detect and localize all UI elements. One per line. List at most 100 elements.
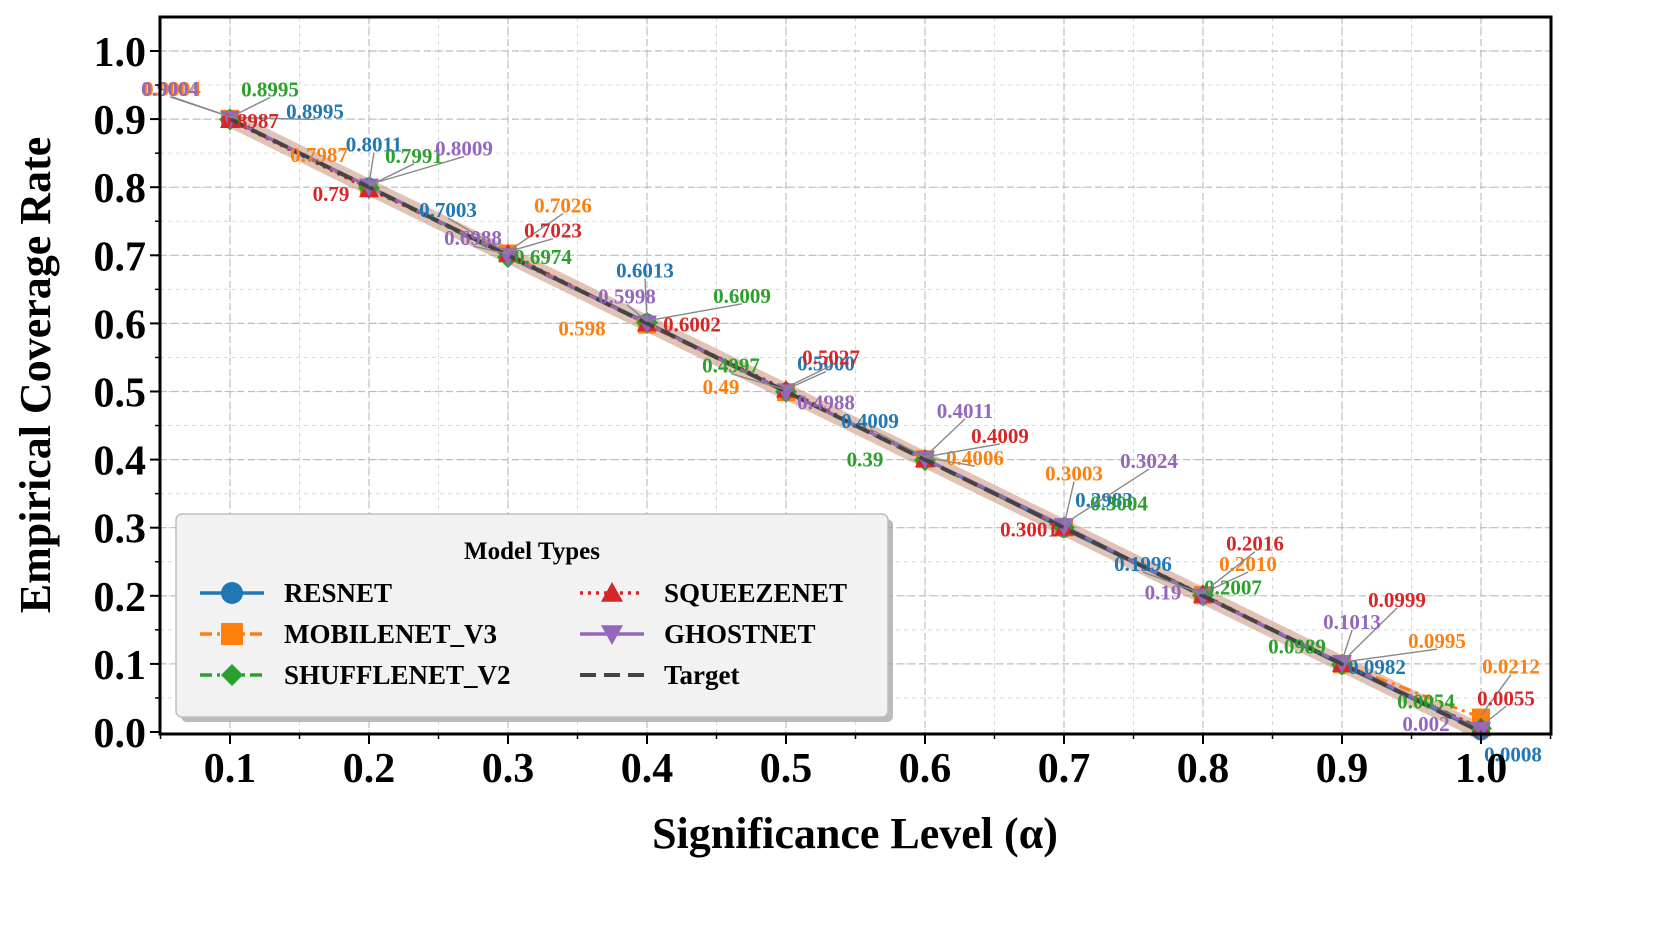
annotation-ghostnet: 0.19 (1145, 580, 1182, 604)
annotation-squeezenet: 0.3001 (1000, 518, 1058, 542)
legend-label-mobilenet-v3: MOBILENET_V3 (284, 619, 497, 649)
annotation-arrow (368, 155, 465, 186)
annotation-ghostnet: 0.5998 (598, 285, 656, 309)
annotation-resnet: 0.2983 (1075, 488, 1133, 512)
legend-label-squeezenet: SQUEEZENET (664, 578, 847, 608)
annotation-arrow (644, 278, 648, 321)
annotation-squeezenet: 0.2016 (1226, 532, 1284, 556)
annotation-arrow (869, 428, 926, 458)
legend-marker-squeezenet (601, 582, 623, 602)
annotation-squeezenet: 0.8987 (221, 109, 279, 133)
annotation-arrow (1341, 629, 1353, 662)
y-tick-label: 0.8 (94, 166, 147, 212)
legend-marker-resnet (221, 582, 243, 604)
y-tick-label: 0.4 (94, 439, 147, 485)
marker-ghostnet (1054, 518, 1074, 537)
annotation-arrow (924, 456, 976, 467)
annotation-shufflenet-v2: 0.4997 (702, 354, 760, 378)
x-tick-label: 0.2 (343, 746, 396, 792)
legend-marker-ghostnet (601, 625, 623, 645)
annotation-resnet: 0.6013 (616, 259, 674, 283)
annotation-resnet: 0.8995 (286, 99, 344, 123)
annotation-mobilenet-v3: 0.0995 (1408, 629, 1466, 653)
annotation-resnet: 0.4009 (841, 409, 899, 433)
legend-label-ghostnet: GHOSTNET (664, 619, 816, 649)
x-tick-label: 0.7 (1038, 746, 1091, 792)
annotation-mobilenet-v3: 0.9004 (143, 77, 201, 101)
annotation-arrow (1202, 571, 1249, 594)
annotation-resnet: 0.0982 (1348, 655, 1406, 679)
series-line-target (229, 117, 1482, 734)
legend-box (175, 513, 889, 718)
x-tick-label: 0.9 (1316, 746, 1369, 792)
annotation-shufflenet-v2: 0.2007 (1204, 575, 1262, 599)
annotation-resnet: 0.1996 (1114, 552, 1172, 576)
x-tick-label: 0.5 (760, 746, 813, 792)
annotation-arrow (1063, 481, 1075, 526)
annotation-arrow (169, 96, 231, 118)
annotation-squeezenet: 0.0055 (1477, 686, 1535, 710)
annotation-shufflenet-v2: 0.6009 (713, 284, 771, 308)
annotation-squeezenet: 0.5027 (802, 346, 860, 370)
annotation-arrow (1142, 571, 1204, 595)
y-tick-label: 0.7 (94, 234, 147, 280)
annotation-ghostnet: 0.4988 (797, 390, 855, 414)
x-tick-label: 0.8 (1177, 746, 1230, 792)
annotation-arrow (229, 96, 271, 119)
x-tick-label: 0.3 (482, 746, 535, 792)
annotation-ghostnet: 0.4011 (937, 399, 994, 423)
x-tick-label: 0.1 (204, 746, 257, 792)
annotation-arrow (368, 152, 375, 185)
y-tick-label: 0.2 (94, 575, 147, 621)
annotation-ghostnet: 0.1013 (1323, 610, 1381, 634)
annotation-arrow (1202, 551, 1256, 594)
x-tick-label: 0.4 (621, 746, 674, 792)
legend-marker-shufflenet-v2 (221, 664, 243, 686)
annotation-resnet: 0.0008 (1484, 742, 1542, 766)
annotation-arrow (785, 370, 827, 391)
y-tick-label: 0.1 (94, 643, 147, 689)
x-tick-label: 0.6 (899, 746, 952, 792)
annotation-mobilenet-v3: 0.4006 (946, 446, 1004, 470)
annotation-shufflenet-v2: 0.6974 (514, 245, 572, 269)
annotation-mobilenet-v3: 0.0212 (1482, 655, 1540, 679)
value-annotations: 0.89950.80110.70030.60130.50000.40090.29… (141, 77, 1542, 767)
axis-ticks: 0.1 0.2 0.3 0.4 0.5 0.6 0.7 0.8 0.9 1.00.00.10.20… (94, 30, 1552, 792)
annotation-ghostnet: 0.8009 (435, 137, 493, 161)
x-axis-title: Significance Level (α) (652, 809, 1058, 858)
annotation-arrow (646, 303, 743, 322)
annotation-arrow (1341, 648, 1438, 663)
annotation-resnet: 0.5000 (797, 352, 855, 376)
annotation-arrow (1480, 674, 1512, 716)
legend-label-shufflenet-v2: SHUFFLENET_V2 (284, 660, 511, 690)
annotation-arrow (1480, 705, 1507, 727)
annotation-resnet: 0.7003 (419, 198, 477, 222)
legend-label-target: Target (664, 660, 740, 690)
annotation-shufflenet-v2: 0.7991 (385, 144, 443, 168)
annotation-squeezenet: 0.6002 (663, 312, 721, 336)
annotation-arrow (229, 116, 316, 121)
annotation-squeezenet: 0.7023 (524, 219, 582, 243)
annotation-shufflenet-v2: 0.0989 (1268, 635, 1326, 659)
annotation-mobilenet-v3: 0.3003 (1045, 461, 1103, 485)
annotation-mobilenet-v3: 0.7026 (534, 194, 592, 218)
y-tick-label: 1.0 (94, 30, 147, 76)
annotation-squeezenet: 0.0999 (1368, 588, 1426, 612)
legend-title: Model Types (464, 538, 600, 565)
y-axis-title: Empirical Coverage Rate (11, 137, 60, 614)
annotation-arrow (1341, 607, 1398, 663)
y-tick-label: 0.5 (94, 371, 147, 417)
annotation-arrow (730, 373, 787, 391)
annotation-ghostnet: 0.3024 (1120, 449, 1178, 473)
annotation-squeezenet: 0.79 (313, 182, 350, 206)
annotation-arrow (507, 212, 564, 253)
annotation-arrow (924, 418, 966, 458)
annotation-ghostnet: 0.002 (1402, 712, 1449, 736)
annotation-arrow (507, 238, 554, 253)
legend: Model Types RESNET MOBILENET_V3 SHUFFLENET_… (175, 513, 893, 722)
y-tick-label: 0.0 (94, 711, 147, 757)
annotation-mobilenet-v3: 0.7987 (290, 143, 348, 167)
annotation-ghostnet: 0.6988 (444, 226, 502, 250)
